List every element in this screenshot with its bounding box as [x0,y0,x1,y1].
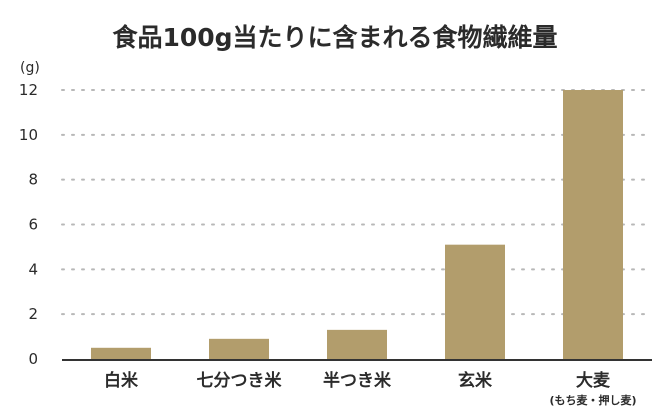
x-tick-label: 七分つき米 [197,370,283,391]
y-tick-label: 0 [28,350,38,368]
bar [445,244,505,359]
y-tick-labels: 0 2 4 6 8 10 12 [19,81,38,368]
x-tick-label: 玄米 [458,370,493,391]
x-tick-label: 半つき米 [323,370,392,391]
y-tick-label: 8 [28,171,38,189]
bar [327,329,387,359]
gridlines [61,89,653,316]
x-tick-labels: 白米 七分つき米 半つき米 玄米 大麦 (もち麦・押し麦) [104,370,637,407]
bar [91,347,151,359]
y-tick-label: 2 [28,305,38,323]
x-tick-label: 大麦 [576,370,611,391]
y-tick-label: 12 [19,81,38,99]
bar [563,90,623,359]
x-tick-sublabel: (もち麦・押し麦) [549,393,636,407]
y-tick-label: 6 [28,216,38,234]
y-tick-label: 4 [28,260,38,278]
y-unit-label: (g) [20,60,40,76]
y-tick-label: 10 [19,126,38,144]
x-tick-label: 白米 [104,370,139,391]
bars [91,90,623,359]
bar [209,338,269,359]
chart-title: 食品100g当たりに含まれる食物繊維量 [112,23,557,52]
